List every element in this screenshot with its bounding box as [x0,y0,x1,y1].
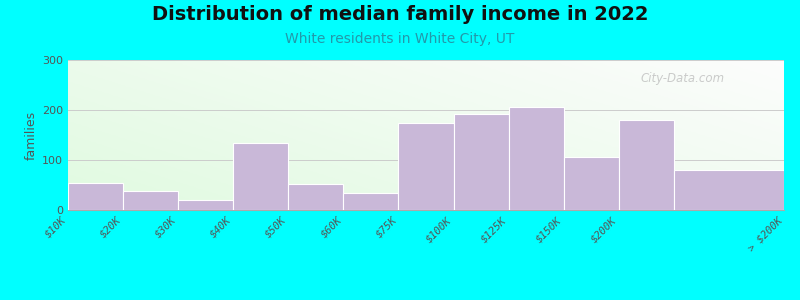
Bar [343,193,398,210]
Text: Distribution of median family income in 2022: Distribution of median family income in … [152,4,648,23]
Text: City-Data.com: City-Data.com [641,72,725,85]
Y-axis label: families: families [25,110,38,160]
Bar [178,200,234,210]
Bar [398,122,454,210]
Bar [674,170,784,210]
Bar [618,120,674,210]
Bar [123,191,178,210]
Bar [564,157,618,210]
Bar [509,106,564,210]
Bar [234,142,288,210]
Bar [68,182,123,210]
Bar [454,113,509,210]
Bar [288,184,343,210]
Text: White residents in White City, UT: White residents in White City, UT [286,32,514,46]
